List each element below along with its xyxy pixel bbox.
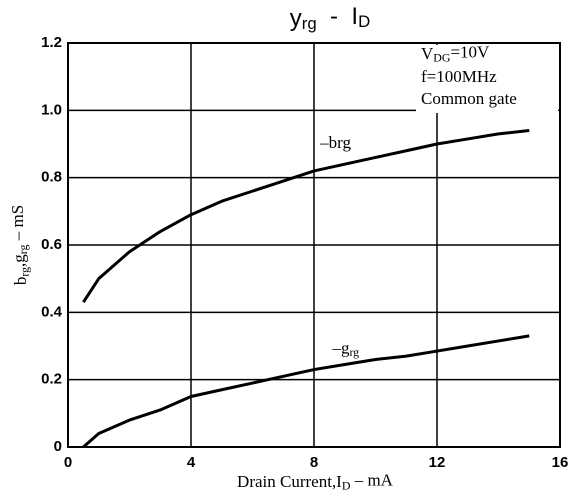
annotation-part: =10V <box>450 42 490 61</box>
chart-title-part: y <box>290 5 302 32</box>
chart-title-part: - I <box>317 3 358 30</box>
x-tick-label: 8 <box>310 454 318 471</box>
y-tick-label: 0.8 <box>41 169 62 186</box>
series-label-part: –brg <box>319 133 351 152</box>
chart-title: yrg - ID <box>290 3 370 33</box>
x-axis-label: Drain Current,ID – mA <box>237 470 394 492</box>
annotation: f=100MHz <box>421 67 497 86</box>
x-tick-label: 4 <box>187 454 196 471</box>
annotation-box <box>416 45 558 113</box>
x-axis-label-sub: D <box>342 478 351 492</box>
series-line <box>82 334 530 449</box>
x-axis-label-part: Drain Current,I <box>237 472 342 491</box>
series-label-part: –g <box>331 338 350 357</box>
y-tick-label: 0 <box>54 438 62 455</box>
annotation: VDG=10V <box>421 42 490 64</box>
x-tick-label: 12 <box>429 454 446 471</box>
y-axis-label-part: b <box>11 277 30 286</box>
y-axis-label-part: ,g <box>9 254 28 267</box>
y-tick-label: 1.0 <box>41 101 62 118</box>
y-tick-label: 0.6 <box>41 236 62 253</box>
x-tick-label: 16 <box>552 454 569 471</box>
annotation-part: V <box>421 44 434 63</box>
y-tick-label: 0.4 <box>41 303 63 320</box>
annotation-sub: DG <box>433 50 451 64</box>
series-label-sub: rg <box>349 345 359 359</box>
x-axis-label-part: – mA <box>350 470 393 489</box>
y-tick-label: 0.2 <box>41 371 62 388</box>
series-label: –brg <box>319 133 351 152</box>
chart-title-sub: rg <box>302 14 317 33</box>
y-axis-label-sub: rg <box>17 267 31 277</box>
y-tick-label: 1.2 <box>41 34 62 51</box>
y-axis-label-sub: rg <box>16 244 30 254</box>
x-tick-label: 0 <box>64 454 72 471</box>
annotation: Common gate <box>421 89 517 108</box>
y-axis-label: brg,grg – mS <box>8 205 31 285</box>
y-axis-label-part: – mS <box>8 205 27 245</box>
series-line <box>82 129 530 304</box>
chart-title-sub: D <box>358 12 370 31</box>
series-label: –grg <box>331 338 359 358</box>
